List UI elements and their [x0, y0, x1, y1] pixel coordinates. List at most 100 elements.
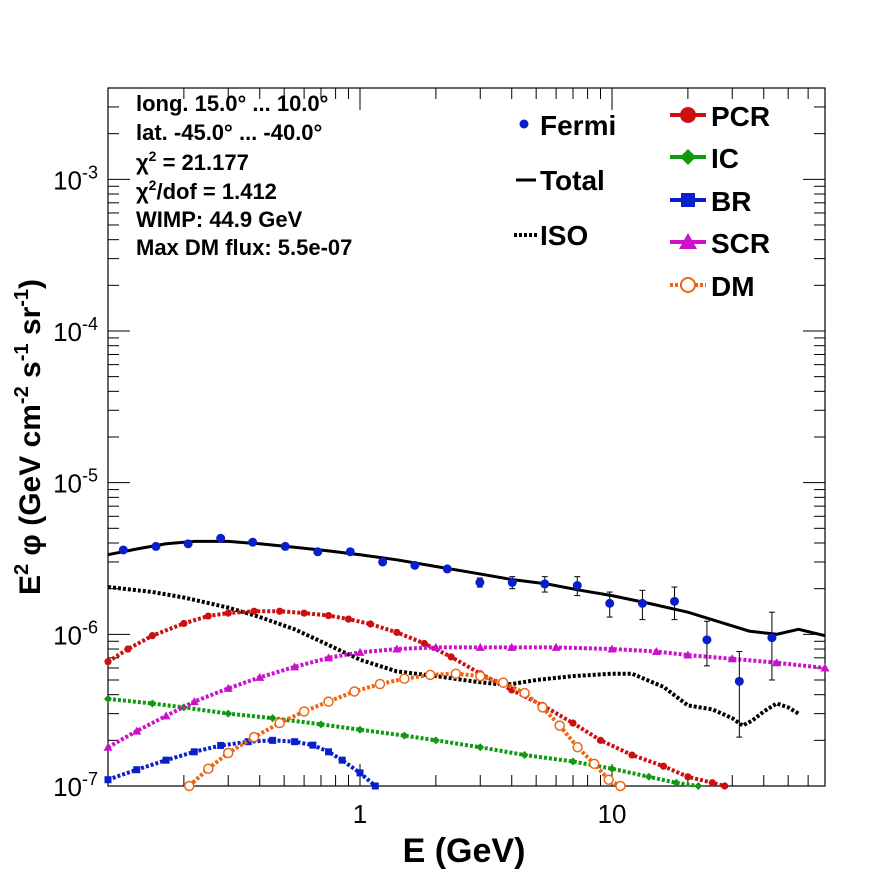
series-pcr-point: [596, 736, 605, 744]
fermi-point: [572, 580, 582, 590]
series-ic-point: [520, 751, 529, 760]
series-scr-point: [132, 726, 142, 735]
legend-br-marker: [681, 193, 695, 207]
series-scr-point: [324, 653, 334, 662]
series-total-line: [107, 539, 826, 638]
series-curves: [103, 539, 830, 792]
fermi-point: [637, 598, 647, 608]
series-pcr-point: [393, 628, 401, 636]
series-dm-point: [450, 668, 462, 679]
series-iso-line: [107, 585, 800, 728]
info-longitude: long. 15.0° ... 10.0°: [136, 91, 328, 116]
x-axis-label: E (GeV): [403, 832, 526, 870]
series-ic-point: [476, 743, 485, 752]
series-br-point: [325, 748, 333, 756]
series-dm-point: [572, 742, 583, 753]
series-scr-point: [431, 642, 441, 651]
series-ic-point: [268, 714, 277, 723]
fermi-point: [151, 541, 161, 551]
series-dm-point: [588, 758, 600, 770]
series-ic-point: [644, 772, 653, 781]
series-br-point: [190, 748, 198, 756]
series-pcr-point: [447, 653, 455, 661]
legend-ic-label: IC: [711, 143, 739, 174]
legend-fermi-marker: [519, 119, 529, 129]
legend-dm-label: DM: [711, 271, 755, 302]
series-dm-point: [537, 702, 548, 713]
series-dm-point: [349, 686, 360, 697]
series-pcr-point: [250, 607, 258, 615]
series-br-point: [291, 738, 299, 746]
info-wimp: WIMP: 44.9 GeV: [136, 207, 303, 232]
series-scr-point: [607, 644, 617, 653]
y-tick-label: 10-6: [53, 617, 98, 650]
series-dm-point: [222, 747, 234, 759]
series-scr-point: [551, 642, 561, 651]
info-text: long. 15.0° ... 10.0° lat. -45.0° ... -4…: [136, 91, 352, 260]
fermi-point: [280, 541, 290, 551]
series-scr-point: [103, 742, 113, 751]
series-pcr-line: [106, 609, 726, 788]
series-ic-point: [568, 757, 577, 766]
axis-tick-labels: 1 10 10-7 10-6 10-5 10-4 10-3: [53, 162, 626, 829]
series-br-point: [356, 769, 364, 777]
fermi-point: [216, 533, 226, 543]
legend-scr-label: SCR: [711, 228, 770, 259]
series-br-point: [338, 756, 346, 764]
series-br-point: [244, 738, 252, 746]
fermi-point: [475, 577, 485, 587]
series-dm-point: [274, 717, 285, 729]
series-dm-point: [425, 669, 436, 681]
fermi-point: [670, 596, 680, 606]
series-ic-point: [431, 736, 440, 745]
legend-pcr-marker: [680, 107, 696, 123]
y-tick-label: 10-4: [53, 314, 98, 347]
series-pcr-point: [204, 612, 212, 620]
series-dm-point: [554, 720, 565, 731]
series-dm-point: [298, 706, 310, 717]
axis-ticks: [107, 87, 826, 787]
fermi-point: [313, 547, 323, 557]
y-tick-label: 10-3: [53, 162, 98, 195]
legend-left: Fermi Total ISO: [514, 110, 616, 251]
series-scr-point: [772, 658, 782, 667]
fermi-point: [410, 560, 420, 570]
series-scr-line: [107, 645, 826, 750]
series-scr-point: [651, 647, 661, 656]
legend-br-label: BR: [711, 186, 751, 217]
fermi-point: [734, 676, 744, 686]
info-latitude: lat. -45.0° ... -40.0°: [136, 120, 322, 145]
series-ic-line: [107, 696, 699, 788]
legend-ic-marker: [680, 149, 696, 165]
series-pcr-point: [300, 609, 308, 617]
x-tick-label: 1: [353, 799, 367, 829]
series-dm-point: [374, 678, 386, 690]
series-br-point: [133, 766, 141, 774]
series-ic-point: [316, 720, 325, 729]
legend-right: PCR IC BR SCR DM: [670, 101, 770, 302]
series-scr-point: [355, 647, 365, 656]
series-scr-point: [223, 683, 233, 692]
series-scr-point: [290, 662, 300, 671]
series-dm-point: [475, 670, 486, 682]
series-pcr-point: [684, 773, 692, 781]
fermi-points: [118, 533, 777, 738]
series-pcr-point: [124, 645, 132, 653]
fermi-point: [248, 537, 258, 547]
fermi-point: [118, 545, 128, 555]
y-tick-label: 10-5: [53, 466, 98, 499]
series-dm-point: [399, 673, 410, 684]
series-br-point: [309, 741, 317, 749]
fermi-point: [540, 579, 550, 589]
series-pcr-point: [148, 632, 156, 640]
series-pcr-point: [628, 751, 636, 759]
y-axis-label: E2 φ (GeV cm-2 s-1 sr-1): [11, 279, 47, 595]
series-br-point: [269, 736, 277, 744]
series-pcr-point: [180, 619, 188, 628]
series-dm-point: [203, 763, 214, 774]
series-pcr-point: [708, 779, 716, 787]
fermi-point: [507, 577, 517, 587]
series-pcr-point: [224, 609, 232, 617]
fermi-point: [767, 633, 777, 643]
